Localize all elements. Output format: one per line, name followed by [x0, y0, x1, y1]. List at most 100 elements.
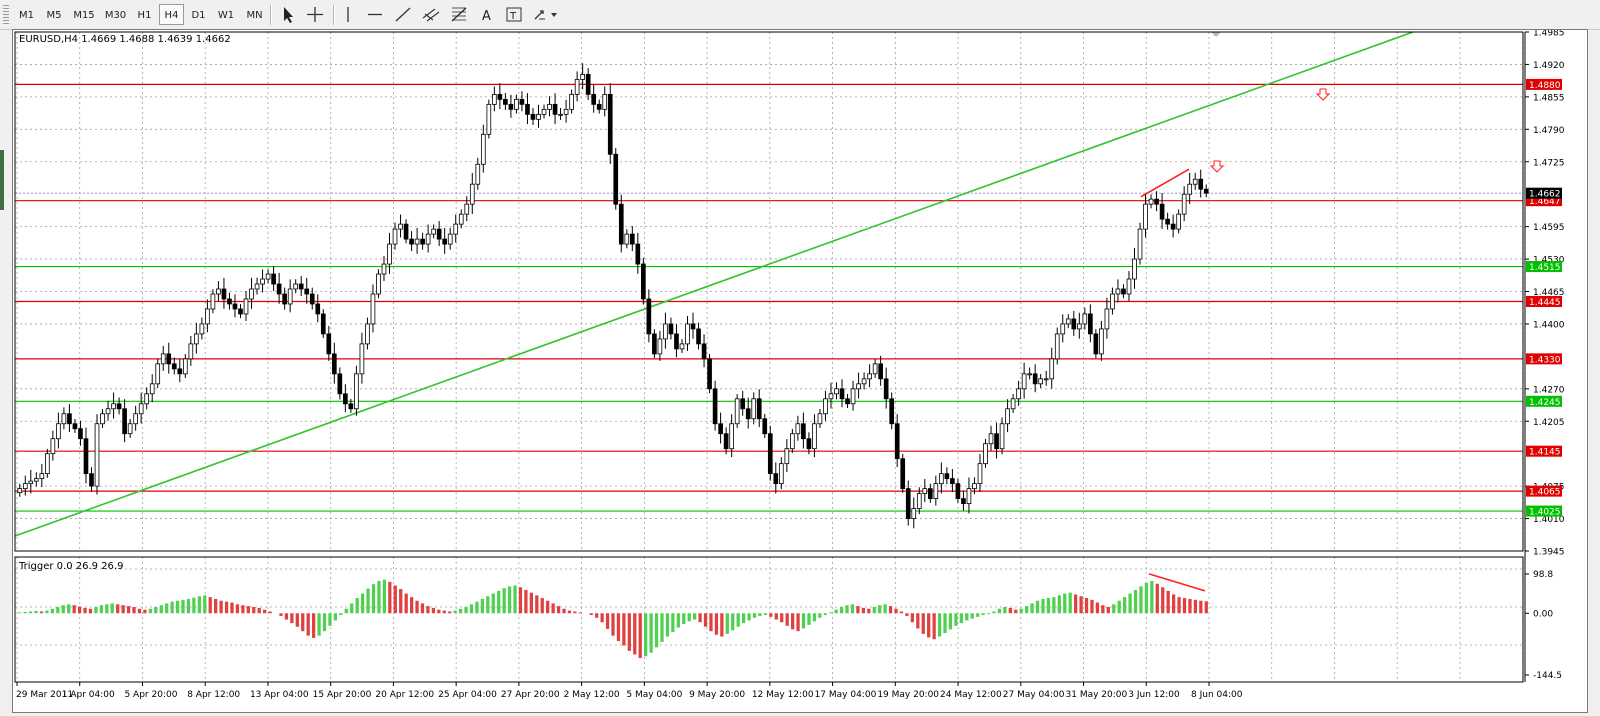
candle-body [431, 228, 436, 235]
candle-body [977, 463, 983, 485]
candle-body [160, 353, 166, 365]
timeframe-m5-button[interactable]: M5 [46, 10, 62, 21]
candle-body [486, 103, 492, 135]
candle-body [751, 398, 757, 420]
candle-body [596, 103, 602, 110]
candle-body [100, 413, 105, 425]
candle-body [525, 103, 530, 115]
timeframe-h4-button[interactable]: H4 [159, 4, 184, 25]
candle-body [988, 433, 994, 445]
candle-body [122, 408, 127, 435]
candle-body [1110, 293, 1115, 310]
main-panel-title: EURUSD,H4 1.4669 1.4688 1.4639 1.4662 [19, 34, 231, 45]
time-tick-label: 20 Apr 12:00 [375, 690, 434, 700]
toolbar-separator [333, 5, 334, 25]
candle-body [144, 393, 150, 405]
candle-body [767, 433, 773, 475]
arrows-dropdown-icon[interactable] [531, 4, 563, 25]
candle-body [1192, 178, 1198, 185]
candle-body [883, 378, 889, 400]
candle-body [723, 433, 729, 450]
chart-window[interactable]: 1.4985 1.4920 1.4855 1.4790 1.4725 1.4595 1.45… [12, 29, 1588, 713]
candle-body [331, 353, 337, 375]
time-tick-label: 15 Apr 20:00 [313, 690, 372, 700]
price-tick-label: 1.4920 [1533, 61, 1565, 71]
horizontal-levels[interactable] [15, 83, 1523, 512]
indicator-panel-border [14, 556, 1524, 683]
candle-body [795, 423, 801, 435]
candle-body [1121, 288, 1126, 295]
candle-body [282, 293, 287, 305]
candle-body [983, 443, 988, 465]
uptrend-line[interactable] [14, 31, 1414, 537]
chart-shift-marker-icon[interactable] [1211, 32, 1221, 37]
candle-body [999, 423, 1005, 450]
time-tick-label: 5 Apr 20:00 [124, 690, 177, 700]
timeframe-m15-button[interactable]: M15 [73, 10, 95, 21]
timeframe-w1-button[interactable]: W1 [217, 10, 235, 21]
candle-body [387, 243, 392, 265]
candle-body [1054, 333, 1060, 360]
candle-body [171, 363, 177, 370]
candle-body [376, 273, 381, 295]
trend-lines[interactable] [14, 31, 1414, 592]
equidistant-channel-icon[interactable] [420, 4, 442, 25]
candle-body [133, 413, 138, 425]
candle-body [227, 298, 232, 305]
candle-body [690, 323, 696, 330]
trendline-icon[interactable] [392, 4, 414, 25]
time-tick-label: 8 Apr 12:00 [187, 690, 240, 700]
timeframe-d1-button[interactable]: D1 [191, 10, 206, 21]
horizontal-line-icon[interactable] [364, 4, 386, 25]
time-tick-label: 2 May 12:00 [564, 690, 620, 700]
candle-body [707, 358, 712, 390]
candle-body [674, 333, 679, 350]
candle-body [381, 263, 387, 275]
candle-body [778, 463, 784, 485]
candle-body [293, 283, 299, 290]
crosshair-icon[interactable] [304, 4, 326, 25]
candle-body [663, 323, 668, 340]
fibonacci-icon[interactable] [448, 4, 470, 25]
candle-body [1010, 398, 1016, 410]
toolbar-grip[interactable] [3, 5, 9, 24]
svg-text:T: T [509, 11, 517, 22]
level-price-label: 1.4145 [1529, 448, 1561, 458]
candle-body [56, 423, 61, 440]
candle-body [50, 438, 56, 455]
text-tool-icon[interactable]: A [476, 4, 498, 25]
candle-body [1203, 188, 1209, 194]
timeframe-h1-button[interactable]: H1 [137, 10, 152, 21]
candle-body [17, 488, 23, 494]
candle-body [1076, 323, 1082, 330]
candle-body [685, 323, 690, 345]
candle-body [629, 233, 635, 245]
candle-body [205, 308, 210, 325]
time-tick-label: 9 May 20:00 [689, 690, 745, 700]
chart-canvas[interactable]: 1.4985 1.4920 1.4855 1.4790 1.4725 1.4595 1.45… [13, 29, 1587, 712]
timeframe-mn-button[interactable]: MN [246, 10, 263, 21]
vertical-line-icon[interactable] [337, 4, 359, 25]
candle-body [1143, 203, 1148, 230]
level-price-tag [1526, 353, 1562, 365]
timeframe-m30-button[interactable]: M30 [104, 10, 127, 21]
candle-body [243, 298, 249, 315]
timeframe-m1-button[interactable]: M1 [19, 10, 34, 21]
level-price-label: 1.4065 [1529, 488, 1561, 498]
candle-body [624, 233, 630, 245]
indicator-divergence-line[interactable] [1148, 573, 1206, 592]
candlestick-series [17, 63, 1209, 529]
candle-body [83, 438, 89, 475]
candle-body [541, 108, 547, 115]
time-tick-label: 13 Apr 04:00 [250, 690, 309, 700]
trigger-histogram [18, 579, 1208, 659]
candle-body [33, 478, 39, 482]
candle-body [812, 423, 817, 450]
cursor-arrow-icon[interactable] [277, 4, 299, 25]
candle-body [878, 363, 883, 380]
candle-body [1099, 328, 1104, 355]
level-price-label: 1.4647 [1529, 197, 1561, 207]
text-label-icon[interactable]: T [503, 4, 525, 25]
candle-body [762, 418, 768, 435]
price-divergence-line[interactable] [1140, 168, 1190, 198]
